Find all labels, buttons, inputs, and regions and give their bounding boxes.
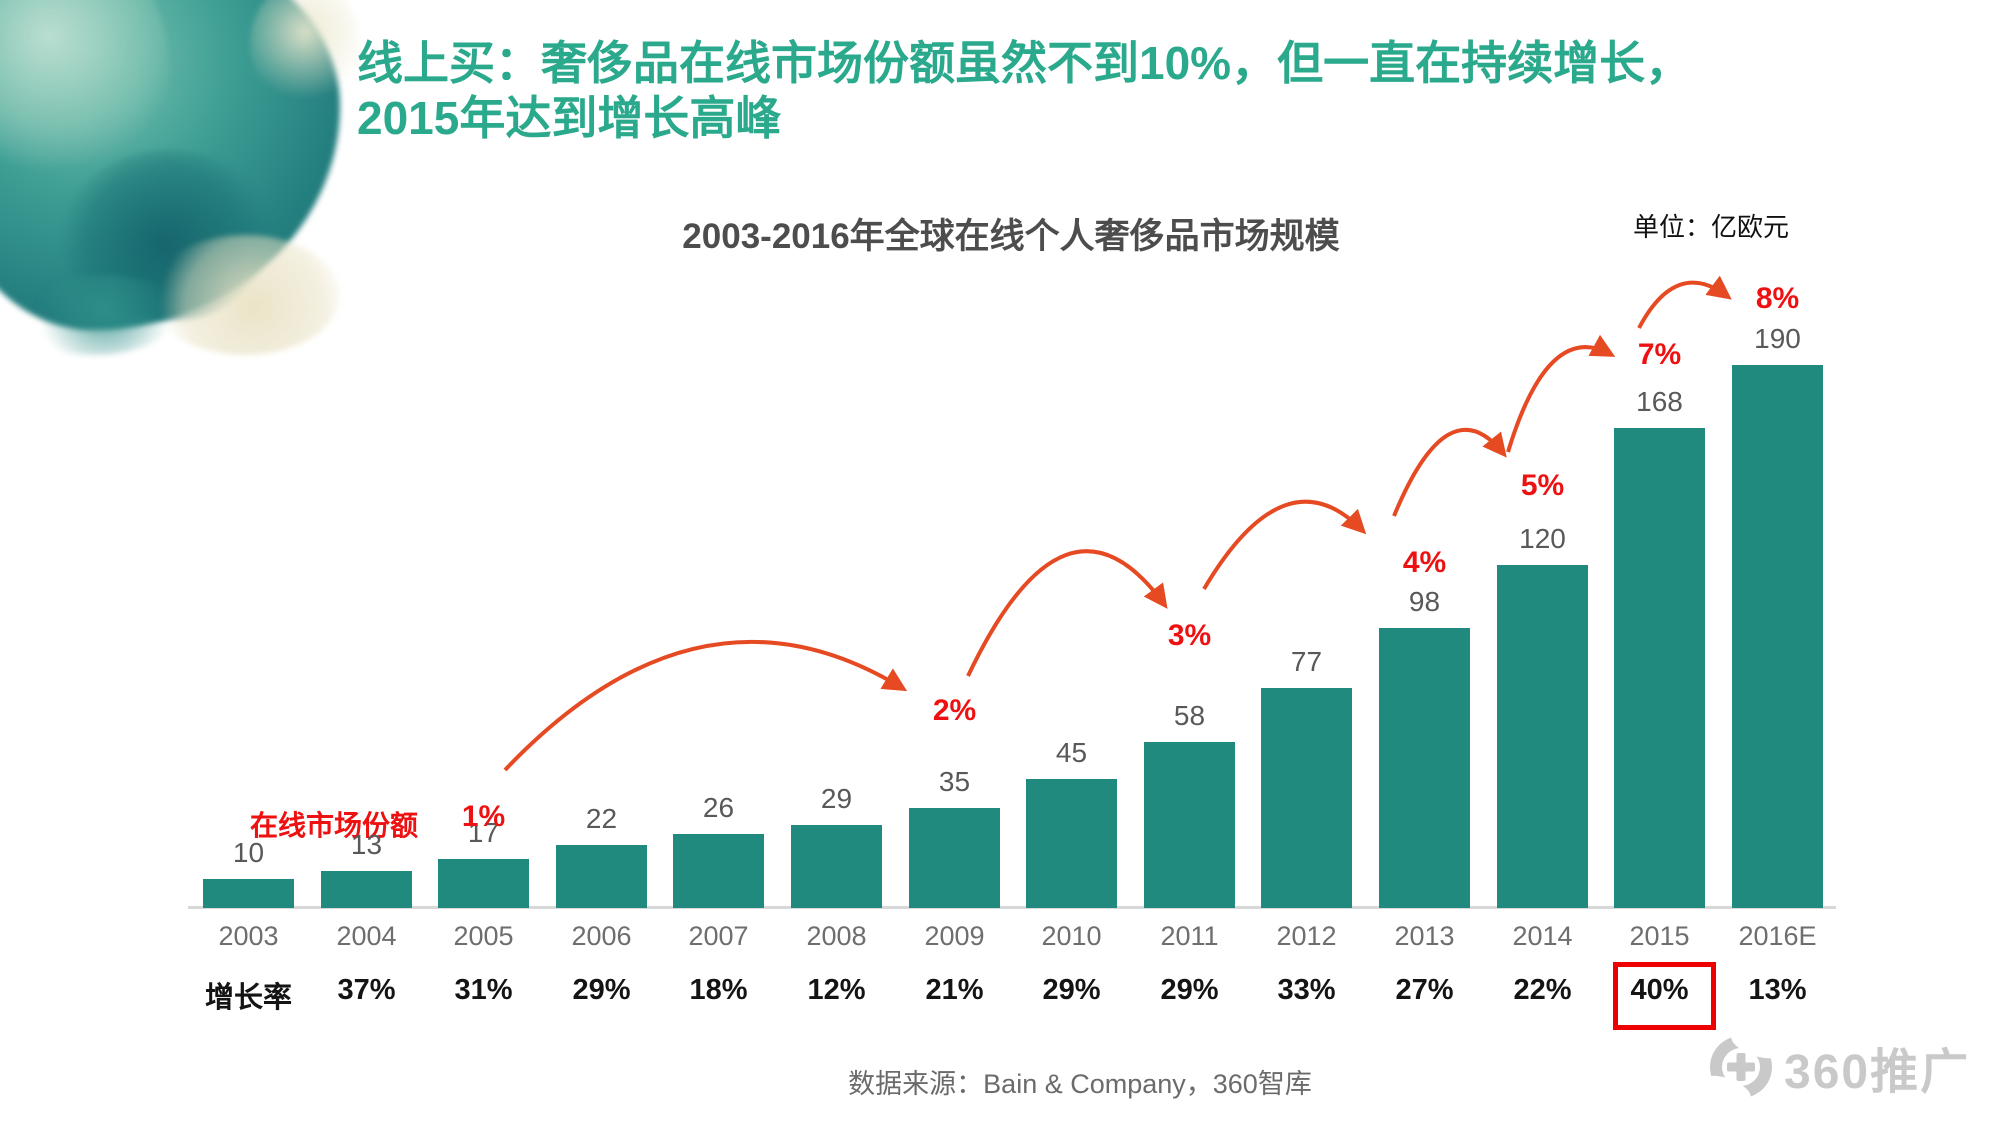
bar <box>1379 628 1470 908</box>
x-axis-label: 2009 <box>924 921 985 951</box>
bar <box>203 879 294 908</box>
logo-text: 360推广 <box>1784 1046 1971 1099</box>
growth-rate-value: 13% <box>1748 974 1807 1006</box>
data-source: 数据来源：Bain & Company，360智库 <box>848 1069 1312 1099</box>
bar-value-label: 98 <box>1408 586 1441 617</box>
bar-value-label: 17 <box>467 817 500 848</box>
growth-rate-value: 27% <box>1395 974 1454 1006</box>
bar-value-label: 120 <box>1519 523 1566 554</box>
growth-arrow <box>966 549 1168 677</box>
bar-value-label: 29 <box>820 783 853 814</box>
growth-rate-value: 37% <box>337 974 396 1006</box>
x-axis-label: 2005 <box>453 921 514 951</box>
growth-rate-value: 12% <box>807 974 866 1006</box>
x-axis-label: 2013 <box>1394 921 1455 951</box>
growth-rate-value: 31% <box>454 974 513 1006</box>
bar-value-label: 26 <box>702 792 735 823</box>
online-share-value: 8% <box>1755 282 1800 315</box>
x-axis-label: 2007 <box>688 921 749 951</box>
chart-title: 2003-2016年全球在线个人奢侈品市场规模 <box>682 217 1340 256</box>
slide-title-line1: 线上买：奢侈品在线市场份额虽然不到10%，但一直在持续增长， <box>357 37 1692 89</box>
bar-value-label: 13 <box>350 829 383 860</box>
unit-label: 单位：亿欧元 <box>1633 212 1790 242</box>
bar-value-label: 168 <box>1636 386 1683 417</box>
x-axis-label: 2004 <box>336 921 397 951</box>
growth-rate-value: 29% <box>572 974 631 1006</box>
bar-value-label: 22 <box>585 803 618 834</box>
logo-360: 360推广 <box>1708 1032 1970 1102</box>
growth-rate-value: 18% <box>689 974 748 1006</box>
x-axis-label: 2012 <box>1276 921 1337 951</box>
bar <box>556 845 647 908</box>
360-logo-icon <box>1708 1034 1774 1100</box>
online-share-value: 5% <box>1520 469 1565 502</box>
online-share-value: 7% <box>1637 338 1682 371</box>
bar <box>1732 365 1823 908</box>
bar <box>909 808 1000 908</box>
ink-splash-tail <box>30 275 180 355</box>
growth-rate-value: 21% <box>925 974 984 1006</box>
online-share-value: 4% <box>1402 546 1447 579</box>
growth-rate-value: 29% <box>1160 974 1219 1006</box>
bar <box>1026 779 1117 908</box>
growth-arrow <box>1637 275 1732 329</box>
growth-row-header: 增长率 <box>204 982 292 1014</box>
x-axis-label: 2010 <box>1041 921 1102 951</box>
growth-arrow <box>1506 334 1616 453</box>
bar-value-label: 58 <box>1173 700 1206 731</box>
online-share-caption: 在线市场份额 <box>250 810 419 841</box>
ink-splash-decoration <box>0 0 380 380</box>
bar <box>1497 565 1588 908</box>
growth-highlight-box <box>1613 962 1716 1030</box>
growth-rate-value: 33% <box>1277 974 1336 1006</box>
x-axis-label: 2011 <box>1160 921 1219 951</box>
online-share-value: 3% <box>1167 619 1212 652</box>
x-axis-label: 2015 <box>1629 921 1690 951</box>
slide-title-line2: 2015年达到增长高峰 <box>357 92 782 144</box>
x-axis-label: 2016E <box>1738 921 1817 951</box>
slide-title: 线上买：奢侈品在线市场份额虽然不到10%，但一直在持续增长， 2015年达到增长… <box>357 36 1691 146</box>
x-axis-label: 2006 <box>571 921 632 951</box>
growth-arrow <box>503 639 908 772</box>
growth-rate-value: 22% <box>1513 974 1572 1006</box>
ink-splash-base <box>0 0 340 330</box>
bar <box>438 859 529 908</box>
bar-value-label: 77 <box>1290 646 1323 677</box>
x-axis-label: 2014 <box>1512 921 1573 951</box>
bar <box>1261 688 1352 908</box>
ink-splash-cream-bottom <box>150 235 340 355</box>
ink-splash-highlight <box>0 0 170 180</box>
bar-value-label: 45 <box>1055 737 1088 768</box>
bar-value-label: 35 <box>938 766 971 797</box>
bar <box>1144 742 1235 908</box>
bar <box>1614 428 1705 908</box>
bar-value-label: 10 <box>232 837 265 868</box>
bar <box>791 825 882 908</box>
growth-arrow <box>1202 499 1367 591</box>
bar-value-label: 190 <box>1754 323 1801 354</box>
growth-rate-value: 29% <box>1042 974 1101 1006</box>
online-share-value: 2% <box>932 694 977 727</box>
x-axis-label: 2003 <box>218 921 279 951</box>
growth-rate-value: 40% <box>1630 974 1689 1006</box>
ink-splash-dark-patch <box>60 150 270 320</box>
x-axis-label: 2008 <box>806 921 867 951</box>
x-axis-line <box>188 906 1836 909</box>
bar <box>321 871 412 908</box>
online-share-value: 1% <box>461 800 506 833</box>
ink-splash-cream-top <box>250 0 360 110</box>
bar <box>673 834 764 908</box>
